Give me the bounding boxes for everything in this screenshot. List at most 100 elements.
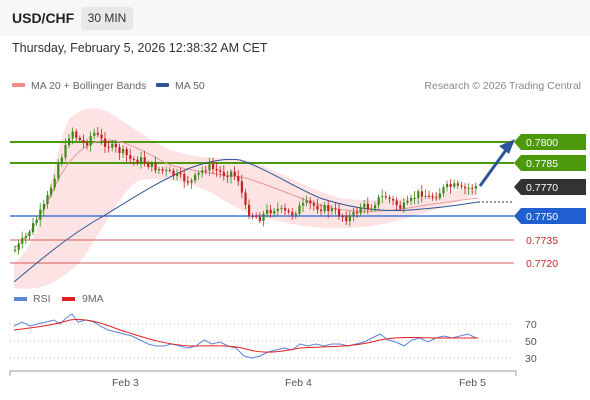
rsi-ma-line [13,319,478,353]
price-tag-0.7785-text: 0.7785 [526,158,558,170]
candle-body [446,183,449,188]
candle-body [78,137,81,141]
candle-body [460,185,463,187]
price-tag-0.7770-text: 0.7770 [526,182,558,194]
candle-body [50,187,53,196]
candle-body [17,243,20,250]
timeframe-button[interactable]: 30 MIN [81,7,133,30]
candle-body [125,149,128,156]
candle-body [194,174,197,181]
candle-body [280,207,283,209]
price-tag-0.7800: 0.7800 [514,134,586,150]
price-tag-0.7720-text: 0.7720 [526,258,558,270]
forecast-arrow [478,149,508,187]
candle-body [215,168,218,171]
candle-body [68,138,71,146]
candle-body [323,205,326,212]
candle-body [370,208,373,210]
price-tag-0.7735-text: 0.7735 [526,235,558,247]
candle-body [208,164,211,171]
candle-body [334,208,337,210]
candle-body [107,146,110,148]
candle-body [222,171,225,177]
candle-body [114,143,117,148]
candle-body [356,211,359,214]
candle-body [366,203,369,210]
forecast-arrowhead [499,139,515,154]
candle-body [244,192,247,205]
candle-body [294,213,297,216]
candle-body [302,203,305,206]
ma20-swatch [12,83,25,88]
candle-body [226,176,229,178]
candle-body [161,169,164,171]
candle-body [312,203,315,206]
candle-body [89,135,92,146]
candle-body [60,157,63,164]
candle-body [431,196,434,198]
candle-body [204,170,207,172]
candle-body [456,183,459,186]
candle-body [287,210,290,213]
candle-body [233,171,236,177]
candle-body [327,205,330,212]
candle-body [464,186,467,189]
price-tag-0.7770: 0.7770 [514,179,586,195]
candle-body [474,186,477,189]
candle-body [262,213,265,222]
candle-body [402,202,405,209]
candle-body [410,198,413,201]
candle-body [381,196,384,198]
candle-body [420,191,423,197]
candle-body [219,170,222,172]
top-bar: USD/CHF 30 MIN [0,0,590,36]
candle-body [449,183,452,187]
candle-body [384,196,387,198]
candle-body [150,162,153,167]
candle-body [21,237,24,244]
candle-body [93,132,96,136]
candle-body [338,209,341,217]
candle-body [82,140,85,143]
candle-body [53,178,56,188]
candle-body [96,132,99,135]
candle-body [230,171,233,177]
symbol-title: USD/CHF [12,10,75,26]
candle-body [309,200,312,204]
x-axis-label-feb3: Feb 3 [112,377,139,389]
candle-body [316,205,319,210]
rsi-swatch [14,297,27,301]
candle-body [341,216,344,218]
candle-body [129,155,132,159]
candle-body [35,219,38,224]
candle-body [172,170,175,176]
candle-body [140,157,143,164]
legend-label-ma20: MA 20 + Bollinger Bands [31,80,147,92]
credit-text: Research © 2026 Trading Central [424,80,581,92]
legend-ma50: MA 50 [156,80,205,92]
candle-body [424,195,427,197]
candle-body [388,197,391,200]
candle-body [305,200,308,204]
candle-body [165,169,168,171]
candle-body [201,170,204,173]
candle-body [248,204,251,216]
candle-body [154,162,157,171]
candle-body [269,209,272,214]
rsi-axis-50: 50 [525,336,537,348]
candle-body [320,209,323,212]
candle-body [413,197,416,199]
candle-body [212,164,215,169]
candle-body [118,147,121,154]
candle-body [100,134,103,139]
candle-body [406,200,409,203]
candle-body [136,159,139,164]
candle-body [71,131,74,139]
candle-body [417,191,420,198]
candle-body [273,211,276,214]
rsi-legend-label: RSI [33,293,51,305]
candle-body [435,197,438,199]
candle-body [377,197,380,206]
candle-body [64,145,67,158]
candle-body [176,173,179,176]
